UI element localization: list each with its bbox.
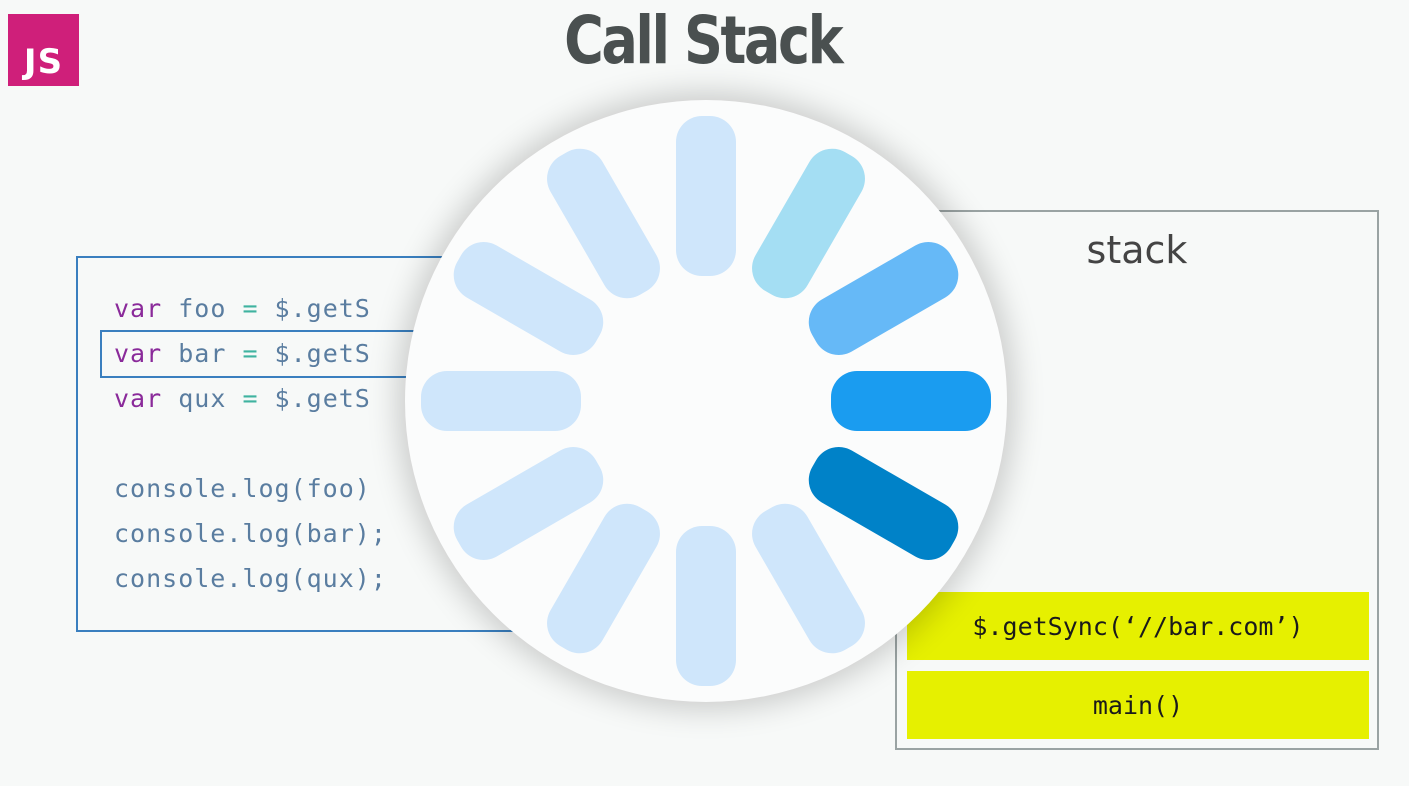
code-line: var foo = $.getS: [114, 294, 371, 323]
spinner-spoke: [752, 148, 865, 299]
spinner-spoke: [421, 371, 581, 431]
code-line: var qux = $.getS: [114, 384, 371, 413]
spinner-spoke: [676, 526, 736, 686]
spinner-spoke: [547, 503, 660, 654]
code-token: $.getS: [258, 294, 371, 323]
spinner-spoke: [752, 503, 865, 654]
page-title: Call Stack: [564, 2, 843, 79]
spinner-spoke: [808, 447, 959, 560]
code-token: [226, 294, 242, 323]
code-token: [226, 339, 242, 368]
spinner-spoke: [453, 242, 604, 355]
stack-label: stack: [1086, 228, 1188, 272]
code-line: console.log(qux);: [114, 564, 387, 593]
loading-spinner-icon: [421, 116, 991, 686]
spinner-spoke: [676, 116, 736, 276]
code-line: console.log(bar);: [114, 519, 387, 548]
spinner-spoke: [453, 447, 604, 560]
code-token: [226, 384, 242, 413]
code-line: console.log(foo): [114, 474, 371, 503]
spinner-spoke: [831, 371, 991, 431]
code-line: var bar = $.getS: [114, 339, 371, 368]
code-token: var: [114, 294, 163, 323]
code-token: console.log(bar);: [114, 519, 387, 548]
code-token: [162, 294, 178, 323]
code-token: console.log(foo): [114, 474, 371, 503]
spinner-spoke: [808, 242, 959, 355]
code-token: foo: [178, 294, 227, 323]
code-token: =: [242, 339, 259, 368]
code-token: $.getS: [258, 384, 371, 413]
code-token: [162, 384, 178, 413]
stack-frame: $.getSync(‘//bar.com’): [907, 592, 1369, 660]
code-token: qux: [178, 384, 227, 413]
code-token: $.getS: [258, 339, 371, 368]
code-token: =: [242, 384, 259, 413]
spinner-spoke: [547, 148, 660, 299]
code-token: var: [114, 339, 163, 368]
spinner-overlay: [405, 100, 1007, 702]
js-logo: JS: [8, 14, 79, 86]
code-token: =: [242, 294, 259, 323]
code-token: bar: [178, 339, 227, 368]
code-token: [162, 339, 178, 368]
stack-frame: main(): [907, 671, 1369, 739]
code-token: var: [114, 384, 163, 413]
code-token: console.log(qux);: [114, 564, 387, 593]
